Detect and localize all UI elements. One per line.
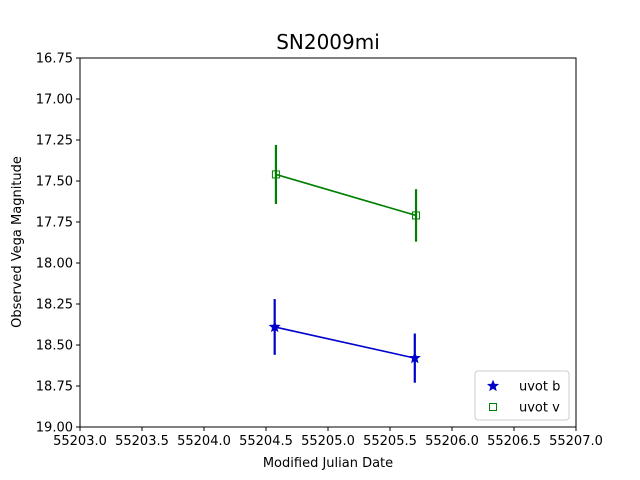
x-tick-label: 55207.0 (549, 434, 603, 449)
legend-marker-uvot-v (489, 403, 497, 411)
x-tick-label: 55206.0 (425, 434, 479, 449)
legend: uvot b uvot v (474, 370, 570, 421)
y-axis-label: Observed Vega Magnitude (10, 156, 25, 328)
y-tick-label: 17.75 (36, 216, 73, 231)
data-point-uvot-v (412, 211, 421, 220)
series-line-uvot-b (274, 326, 415, 359)
x-axis-label: Modified Julian Date (263, 456, 393, 471)
x-tick-label: 55203.5 (115, 434, 169, 449)
x-tick-label: 55206.5 (487, 434, 541, 449)
plot-area (268, 144, 421, 383)
legend-marker-uvot-b (486, 379, 500, 392)
data-point-uvot-v (271, 170, 280, 179)
y-tick-label: 19.00 (36, 421, 73, 436)
x-tick-label: 55205.5 (363, 434, 417, 449)
x-tick-label: 55204.0 (177, 434, 231, 449)
y-tick-label: 18.75 (36, 380, 73, 395)
y-tick-label: 18.25 (36, 298, 73, 313)
plot-frame (79, 57, 577, 428)
y-axis-ticks: 16.75 17.00 17.25 17.50 17.75 18.00 18.25 18.50… (36, 52, 80, 436)
x-tick-label: 55204.5 (239, 434, 293, 449)
legend-label-uvot-b: uvot b (519, 380, 560, 395)
x-tick-label: 55205.0 (301, 434, 355, 449)
x-axis-ticks: 55203.0 55203.5 55204.0 55204.5 55205.0 55205… (53, 427, 603, 449)
x-tick-label: 55203.0 (53, 434, 107, 449)
y-tick-label: 17.25 (36, 134, 73, 149)
legend-label-uvot-v: uvot v (519, 401, 560, 416)
chart-title: SN2009mi (276, 30, 380, 54)
y-tick-label: 17.00 (36, 93, 73, 108)
y-tick-label: 17.50 (36, 175, 73, 190)
y-tick-label: 16.75 (36, 52, 73, 67)
y-tick-label: 18.00 (36, 257, 73, 272)
series-line-uvot-v (275, 173, 417, 217)
data-point-uvot-b (408, 351, 421, 364)
data-point-uvot-b (268, 320, 281, 333)
y-tick-label: 18.50 (36, 339, 73, 354)
legend-box (474, 370, 570, 421)
